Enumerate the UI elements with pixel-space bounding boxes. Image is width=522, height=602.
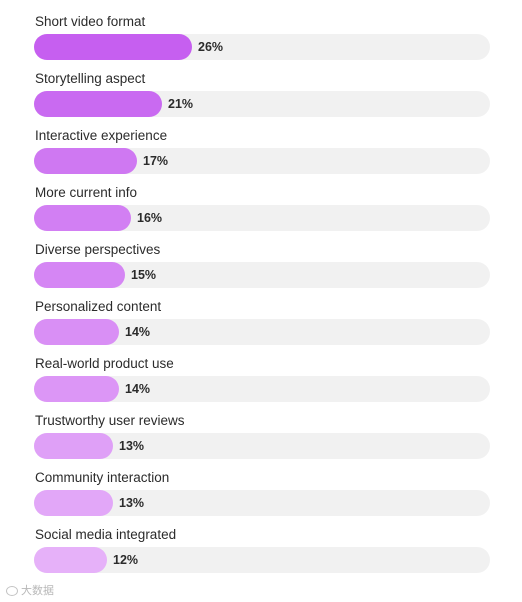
category-label: Diverse perspectives (35, 242, 161, 257)
bar-row: Trustworthy user reviews 13% (0, 411, 522, 468)
bar-row: Short video format 26% (0, 12, 522, 69)
value-label: 14% (125, 325, 151, 339)
bar (34, 319, 119, 345)
value-label: 12% (113, 553, 139, 567)
bar (34, 34, 192, 60)
bar-track: 26% (34, 34, 490, 60)
bar (34, 205, 131, 231)
bar (34, 490, 113, 516)
bar (34, 262, 125, 288)
bar-track: 15% (34, 262, 490, 288)
watermark-text: 大数据 (21, 585, 54, 597)
bar-track: 14% (34, 319, 490, 345)
bar (34, 433, 113, 459)
bar-row: Interactive experience 17% (0, 126, 522, 183)
watermark-logo-icon (6, 586, 18, 597)
bar-row: More current info 16% (0, 183, 522, 240)
bar-row: Community interaction 13% (0, 468, 522, 525)
value-label: 16% (137, 211, 163, 225)
category-label: Real-world product use (35, 356, 174, 371)
bar-track: 21% (34, 91, 490, 117)
value-label: 13% (119, 439, 145, 453)
value-label: 15% (131, 268, 157, 282)
bar-track: 13% (34, 433, 490, 459)
bar-track: 17% (34, 148, 490, 174)
category-label: Trustworthy user reviews (35, 413, 185, 428)
bar-row: Real-world product use 14% (0, 354, 522, 411)
bar (34, 91, 162, 117)
bar-row: Personalized content 14% (0, 297, 522, 354)
category-label: Storytelling aspect (35, 71, 146, 86)
bar-track: 13% (34, 490, 490, 516)
category-label: Social media integrated (35, 527, 177, 542)
bar-row: Storytelling aspect 21% (0, 69, 522, 126)
category-label: Interactive experience (35, 128, 168, 143)
bar-track: 12% (34, 547, 490, 573)
bar-row: Diverse perspectives 15% (0, 240, 522, 297)
value-label: 17% (143, 154, 169, 168)
watermark: 大数据 (6, 582, 54, 598)
category-label: Short video format (35, 14, 146, 29)
category-label: More current info (35, 185, 138, 200)
bar (34, 148, 137, 174)
value-label: 26% (198, 40, 224, 54)
category-label: Personalized content (35, 299, 162, 314)
bar (34, 547, 107, 573)
bar-track: 16% (34, 205, 490, 231)
bar-row: Social media integrated 12% (0, 525, 522, 582)
bar-track: 14% (34, 376, 490, 402)
value-label: 14% (125, 382, 151, 396)
value-label: 13% (119, 496, 145, 510)
category-label: Community interaction (35, 470, 170, 485)
bar (34, 376, 119, 402)
value-label: 21% (168, 97, 194, 111)
